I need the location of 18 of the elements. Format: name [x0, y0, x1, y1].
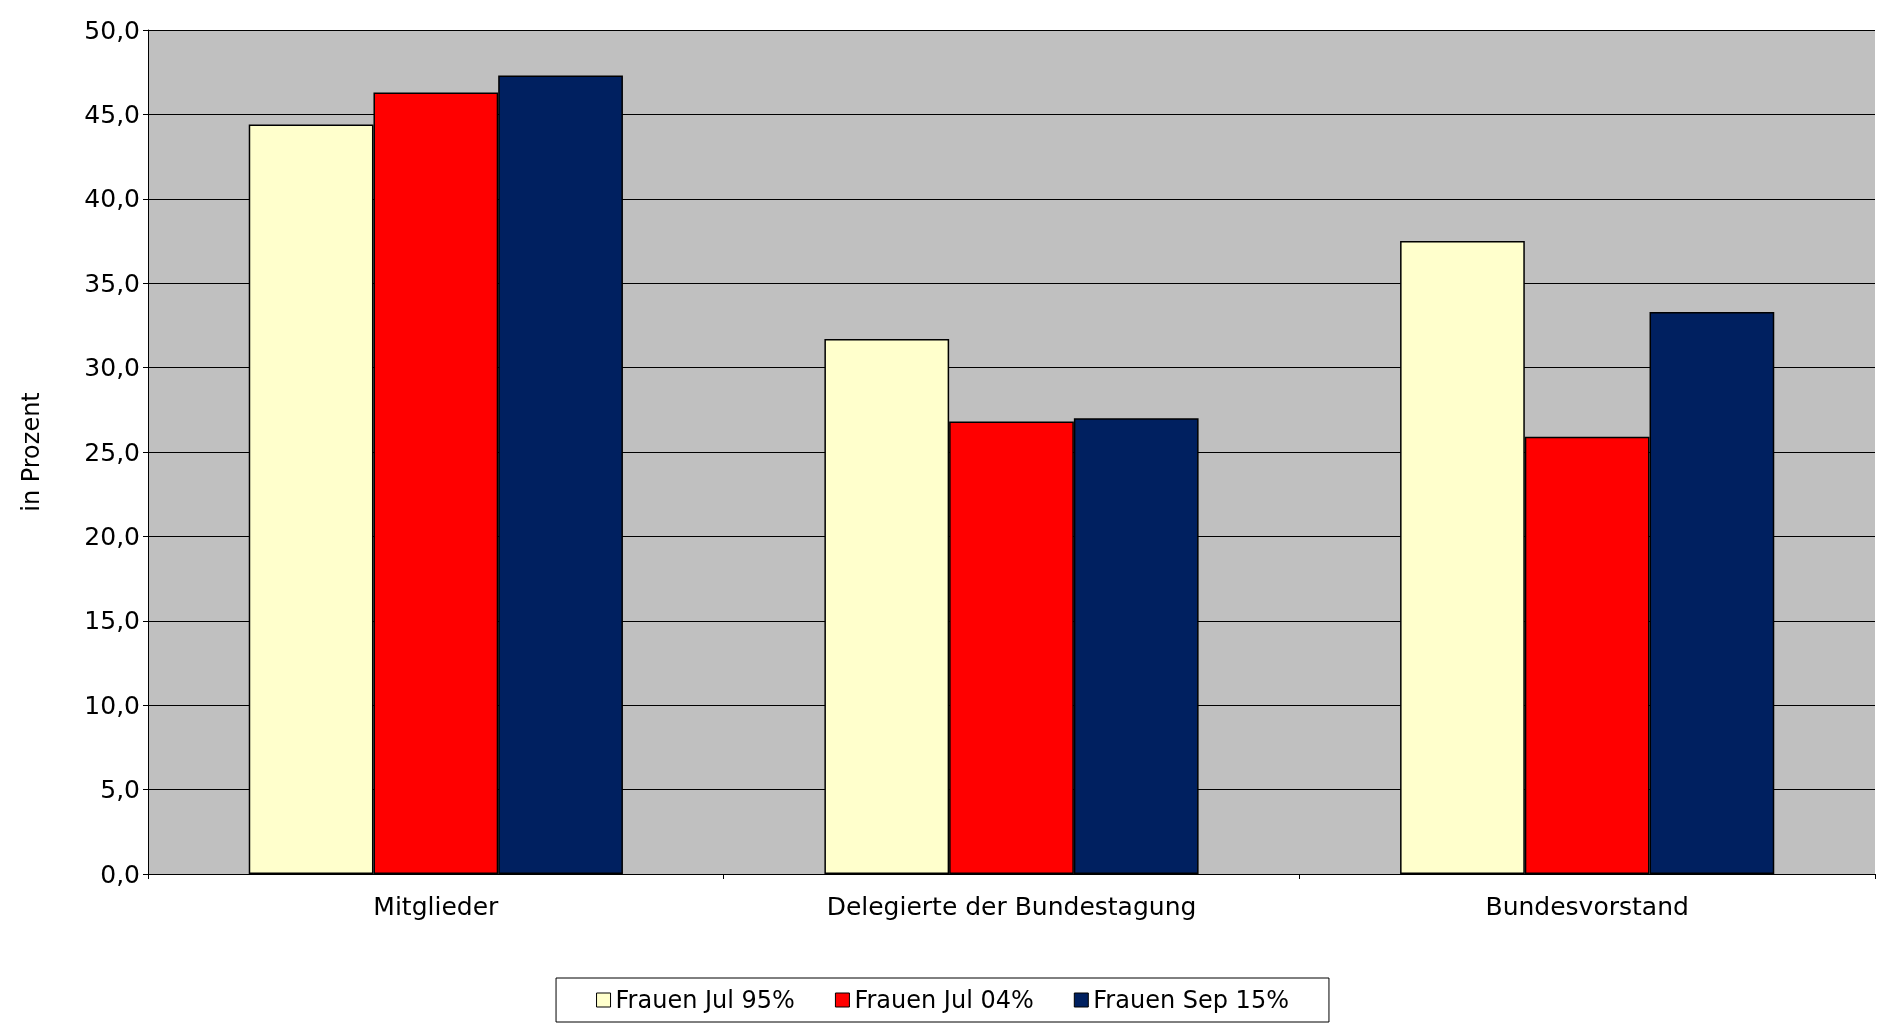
legend-label: Frauen Jul 95% — [615, 986, 795, 1014]
x-tick-label: Bundesvorstand — [1485, 892, 1689, 921]
y-tick-label: 45,0 — [84, 99, 140, 129]
y-tick-label: 15,0 — [84, 606, 140, 636]
y-tick-label: 5,0 — [100, 775, 140, 805]
legend-label: Frauen Sep 15% — [1093, 986, 1289, 1014]
y-tick-label: 20,0 — [84, 521, 140, 551]
y-axis-title: in Prozent — [17, 392, 45, 512]
x-tick-label: Mitglieder — [373, 892, 500, 921]
y-tick-label: 40,0 — [84, 184, 140, 214]
y-tick-label: 50,0 — [84, 15, 140, 45]
x-tick-label: Delegierte der Bundestagung — [826, 892, 1197, 921]
y-tick-label: 10,0 — [84, 690, 140, 720]
y-tick-label: 35,0 — [84, 268, 140, 298]
y-tick-label: 25,0 — [84, 437, 140, 467]
legend-label: Frauen Jul 04% — [854, 986, 1034, 1014]
y-tick-label: 0,0 — [100, 859, 140, 889]
y-tick-label: 30,0 — [84, 353, 140, 383]
